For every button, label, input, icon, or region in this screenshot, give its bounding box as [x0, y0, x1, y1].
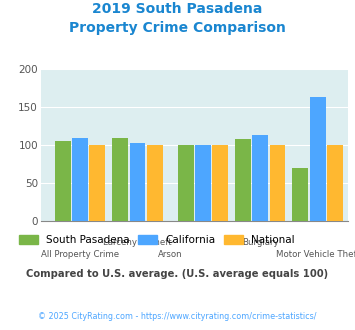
Bar	[310, 97, 326, 221]
Legend: South Pasadena, California, National: South Pasadena, California, National	[20, 235, 295, 245]
Bar	[235, 139, 251, 221]
Text: © 2025 CityRating.com - https://www.cityrating.com/crime-statistics/: © 2025 CityRating.com - https://www.city…	[38, 312, 317, 321]
Bar	[269, 145, 285, 221]
Text: 2019 South Pasadena: 2019 South Pasadena	[92, 2, 263, 16]
Bar	[178, 145, 194, 221]
Text: Property Crime Comparison: Property Crime Comparison	[69, 21, 286, 35]
Bar	[112, 138, 128, 221]
Bar	[212, 145, 228, 221]
Text: Larceny & Theft: Larceny & Theft	[103, 238, 172, 247]
Text: Motor Vehicle Theft: Motor Vehicle Theft	[276, 250, 355, 259]
Bar	[327, 145, 343, 221]
Bar	[147, 145, 163, 221]
Text: All Property Crime: All Property Crime	[41, 250, 119, 259]
Bar	[195, 145, 211, 221]
Text: Burglary: Burglary	[242, 238, 279, 247]
Bar	[55, 141, 71, 221]
Bar	[130, 143, 145, 221]
Bar	[72, 138, 88, 221]
Bar	[89, 145, 105, 221]
Text: Compared to U.S. average. (U.S. average equals 100): Compared to U.S. average. (U.S. average …	[26, 269, 329, 279]
Text: Arson: Arson	[158, 250, 182, 259]
Bar	[252, 135, 268, 221]
Bar	[293, 168, 308, 221]
